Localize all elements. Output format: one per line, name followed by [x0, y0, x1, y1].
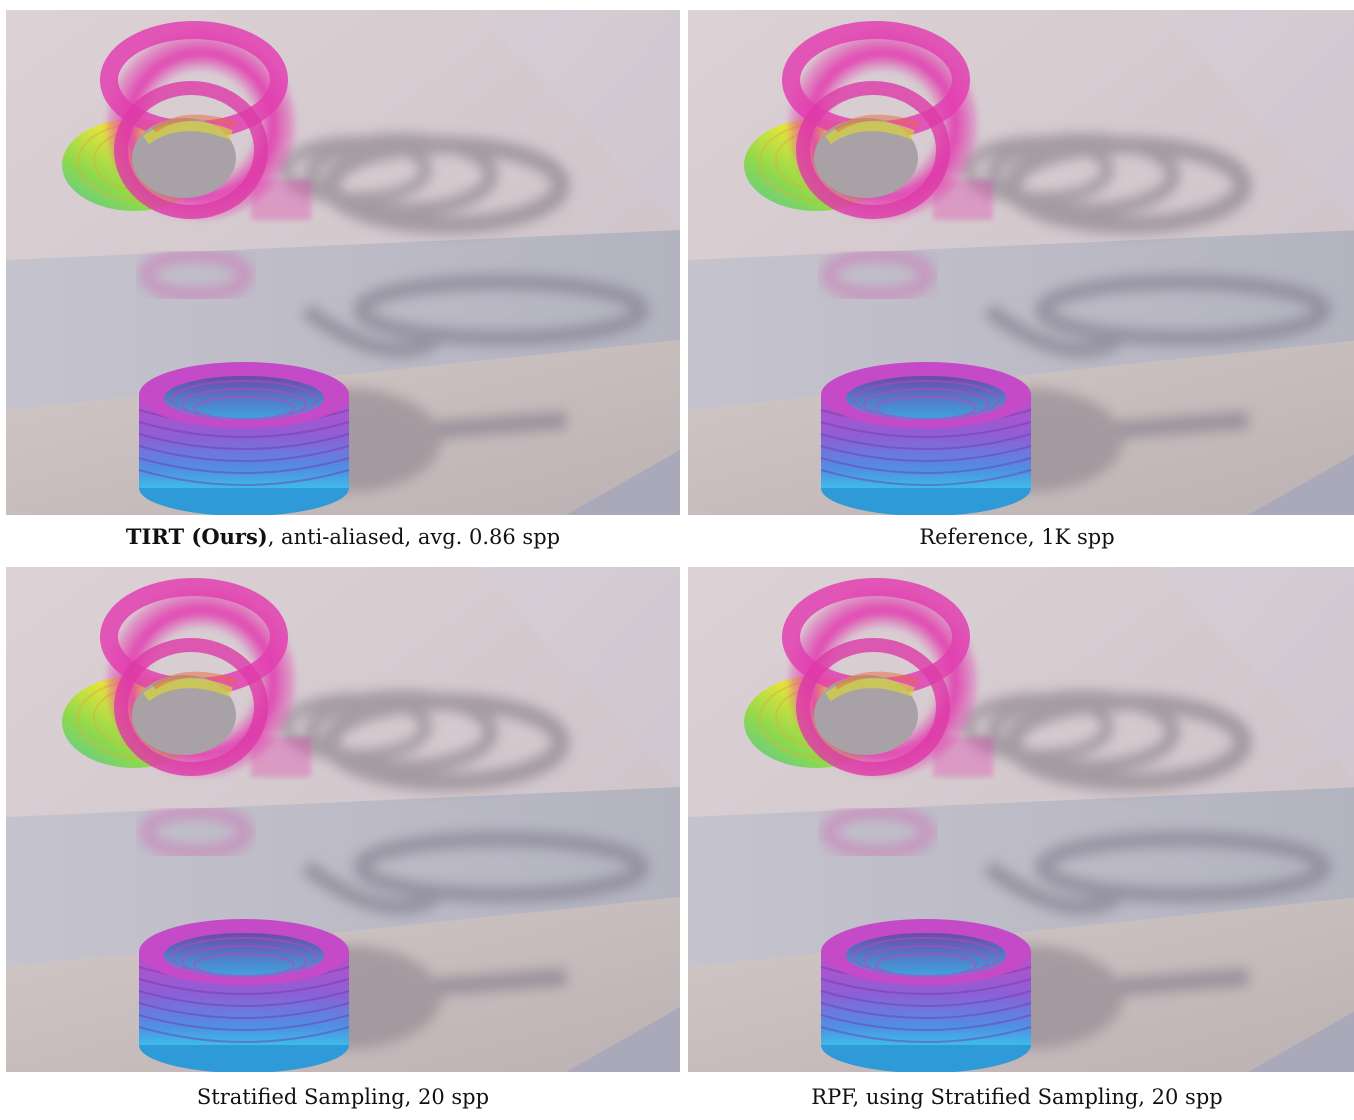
caption-reference: Reference, 1K spp	[919, 525, 1115, 549]
caption-tirt: TIRT (Ours), anti-aliased, avg. 0.86 spp	[125, 524, 561, 549]
render-image	[688, 567, 1354, 1072]
render-image	[6, 10, 680, 515]
caption-rpf: RPF, using Stratified Sampling, 20 spp	[811, 1085, 1223, 1109]
figure-panel-stratified	[6, 567, 680, 1072]
render-image	[6, 567, 680, 1072]
figure-panel-reference	[688, 10, 1354, 515]
render-image	[688, 10, 1354, 515]
figure-panel-tirt	[6, 10, 680, 515]
figure-panel-rpf	[688, 567, 1354, 1072]
caption-stratified: Stratified Sampling, 20 spp	[196, 1085, 490, 1109]
